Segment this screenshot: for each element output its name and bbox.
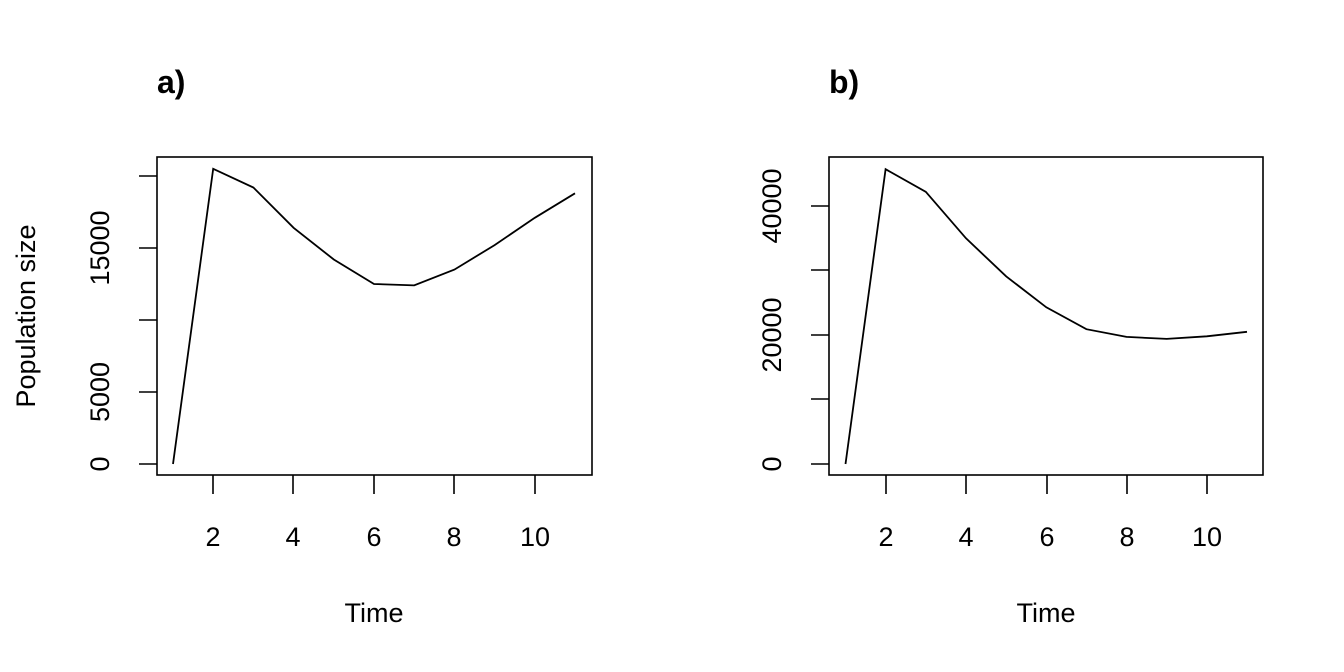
panel-a-xtick-6: 6: [366, 522, 381, 552]
panel-b-plot-frame: [828, 156, 1264, 476]
panel-b-ytick-20000: 20000: [757, 297, 787, 372]
panel-b-xtick-8: 8: [1119, 522, 1134, 552]
panel-a-ytick-0: 0: [85, 456, 115, 471]
panel-b-ytick-0: 0: [757, 456, 787, 471]
panel-a-title: a): [157, 64, 185, 100]
panel-a: a) 0 5000 15000 2 4 6 8 10 Time Pop: [11, 64, 593, 628]
panel-a-xtick-8: 8: [446, 522, 461, 552]
panel-b-xtick-6: 6: [1039, 522, 1054, 552]
panel-b-xtick-4: 4: [958, 522, 973, 552]
panel-a-xtick-2: 2: [205, 522, 220, 552]
panel-a-ytick-5000: 5000: [85, 362, 115, 422]
panel-b-xtick-2: 2: [878, 522, 893, 552]
panel-b: b) 0 20000 40000 2 4 6 8 10 Time: [757, 64, 1264, 628]
panel-a-xtick-4: 4: [285, 522, 300, 552]
panel-a-x-axis: 2 4 6 8 10: [205, 475, 550, 552]
panel-a-x-axis-label: Time: [345, 598, 404, 628]
panel-b-title: b): [829, 64, 859, 100]
panel-a-population-line: [172, 167, 576, 465]
panel-a-y-axis-label: Population size: [11, 224, 41, 407]
panel-a-xtick-10: 10: [520, 522, 550, 552]
panel-b-x-axis: 2 4 6 8 10: [878, 475, 1222, 552]
panel-a-plot-frame: [156, 156, 593, 476]
panel-b-x-axis-label: Time: [1017, 598, 1076, 628]
panel-a-ytick-15000: 15000: [85, 210, 115, 285]
panel-b-ytick-40000: 40000: [757, 168, 787, 243]
panel-b-y-axis: 0 20000 40000: [757, 168, 829, 472]
panel-b-xtick-10: 10: [1192, 522, 1222, 552]
panel-b-population-line: [844, 167, 1248, 465]
panel-a-y-axis: 0 5000 15000: [85, 175, 157, 472]
